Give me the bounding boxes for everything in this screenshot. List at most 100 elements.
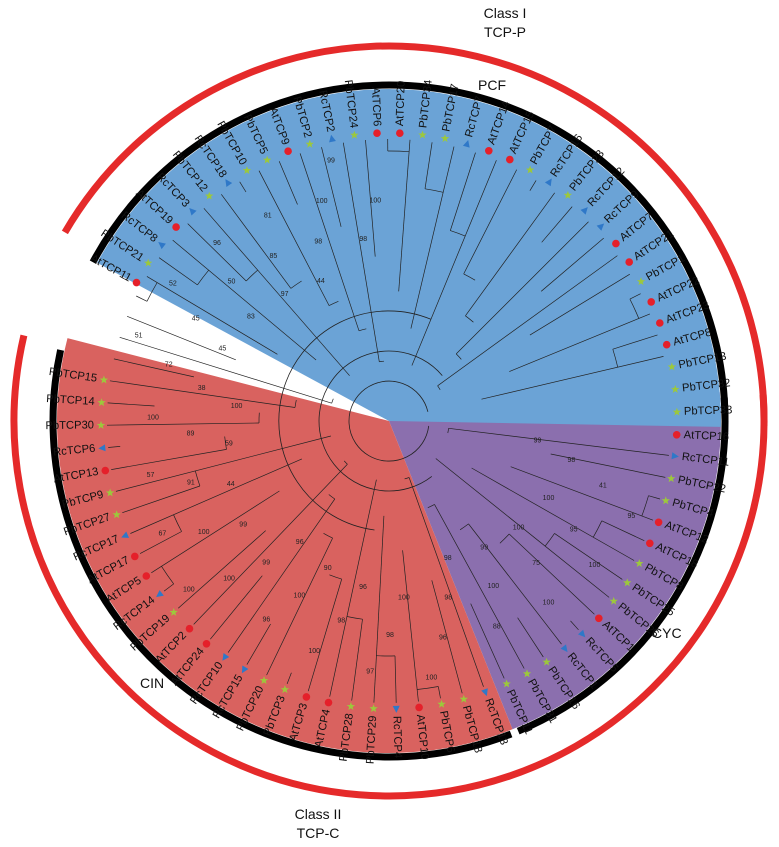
bootstrap-value: 41: [599, 483, 607, 490]
pb-marker-icon: [418, 130, 427, 139]
bootstrap-value: 99: [239, 522, 247, 529]
bootstrap-value: 88: [493, 624, 501, 631]
branch: [408, 477, 484, 687]
branch-connector: [612, 349, 619, 368]
branch: [509, 313, 651, 372]
pb-marker-icon: [635, 559, 644, 567]
pb-marker-icon: [112, 510, 121, 519]
pb-marker-icon: [563, 190, 572, 199]
bootstrap-value: 100: [147, 415, 159, 422]
branch: [278, 161, 298, 205]
leaf-label: AtTCP10: [414, 714, 431, 760]
bootstrap-value: 51: [135, 332, 143, 339]
pb-marker-icon: [242, 166, 252, 174]
bootstrap-value: 99: [480, 545, 488, 552]
branch: [437, 686, 441, 699]
bootstrap-value: 96: [439, 635, 447, 642]
branch: [601, 520, 645, 542]
pb-marker-icon: [522, 669, 532, 678]
branch-connector: [197, 269, 209, 286]
branch-connector: [173, 514, 182, 532]
branch-connector: [417, 686, 439, 690]
pb-marker-icon: [667, 362, 676, 371]
branch: [106, 422, 260, 426]
leaf-label: RcTCP6: [53, 443, 96, 459]
class-ii-label: Class II: [295, 806, 342, 822]
pb-marker-icon: [636, 277, 646, 286]
branch: [321, 147, 342, 227]
bootstrap-value: 83: [247, 314, 255, 321]
bootstrap-value: 100: [198, 529, 210, 536]
branch-connector: [404, 477, 410, 480]
bootstrap-value: 98: [444, 555, 452, 562]
cyc-sector: [389, 392, 721, 730]
pb-marker-icon: [96, 420, 106, 429]
bootstrap-value: 100: [294, 593, 306, 600]
branch-connector: [331, 398, 334, 404]
bootstrap-value: 89: [187, 431, 195, 438]
branch-connector: [161, 566, 174, 585]
bootstrap-value: 96: [263, 617, 271, 624]
bootstrap-value: 38: [198, 385, 206, 392]
pb-marker-icon: [369, 704, 378, 713]
rc-marker-icon: [225, 179, 233, 187]
bootstrap-value: 95: [628, 513, 636, 520]
branch-connector: [379, 360, 385, 363]
branch: [119, 336, 332, 404]
branch-connector: [146, 282, 158, 302]
branch-connector: [358, 328, 367, 332]
bootstrap-value: 100: [426, 675, 438, 682]
branch-connector: [290, 280, 302, 289]
branch: [307, 578, 343, 692]
branch-connector: [450, 230, 466, 237]
branch-connector: [329, 574, 342, 580]
pb-marker-icon: [350, 130, 359, 139]
bootstrap-value: 100: [223, 576, 235, 583]
rc-marker-icon: [121, 531, 130, 538]
rc-marker-icon: [671, 452, 679, 460]
branch: [411, 160, 497, 366]
pb-marker-icon: [437, 699, 446, 708]
bootstrap-value: 52: [169, 281, 177, 288]
branch: [431, 580, 463, 694]
pb-marker-icon: [105, 488, 115, 497]
branch: [394, 655, 397, 703]
bootstrap-value: 100: [231, 403, 243, 410]
branch: [351, 619, 363, 701]
bootstrap-value: 98: [568, 457, 576, 464]
pb-marker-icon: [542, 657, 551, 666]
bootstrap-value: 100: [316, 198, 328, 205]
branch: [365, 139, 376, 257]
pb-marker-icon: [440, 134, 450, 143]
branch: [448, 427, 669, 456]
bootstrap-value: 100: [308, 648, 320, 655]
branch: [540, 237, 604, 292]
bootstrap-value: 98: [359, 236, 367, 243]
leaf-label: PbTCP34: [417, 79, 435, 129]
branch-connector: [224, 436, 227, 450]
rc-marker-icon: [481, 688, 488, 697]
at-marker-icon: [656, 319, 664, 327]
branch: [151, 490, 280, 574]
at-marker-icon: [396, 129, 404, 137]
class-ii-subtitle: TCP-C: [297, 825, 340, 841]
branch-connector: [463, 273, 476, 281]
branch-connector: [245, 269, 258, 282]
bootstrap-value: 100: [183, 587, 195, 594]
at-marker-icon: [662, 340, 671, 349]
branch-connector: [427, 504, 435, 509]
pb-marker-icon: [671, 384, 680, 393]
bootstrap-value: 75: [532, 560, 540, 567]
bootstrap-value: 85: [270, 253, 278, 260]
bootstrap-value: 90: [324, 565, 332, 572]
branch: [449, 152, 476, 231]
at-marker-icon: [142, 572, 151, 580]
leaf-label: AtTCP16: [683, 429, 729, 443]
branch: [463, 169, 518, 275]
branch: [239, 181, 247, 193]
rc-marker-icon: [392, 705, 400, 713]
at-marker-icon: [284, 147, 292, 155]
bootstrap-value: 98: [444, 594, 452, 601]
leaf-label: AtTCP6: [369, 87, 383, 127]
